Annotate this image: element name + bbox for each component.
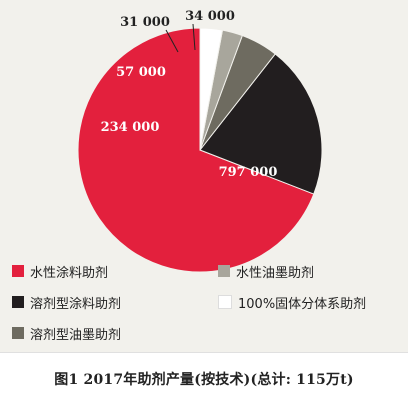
legend-item: 100%固体分体系助剂 [218,293,367,312]
data-label: 57 000 [116,65,166,80]
pie-slice [199,27,224,151]
legend-item: 水性涂料助剂 [12,262,109,281]
legend-label: 水性涂料助剂 [30,265,109,281]
legend-label: 溶剂型涂料助剂 [30,296,122,312]
legend-label: 水性油墨助剂 [236,265,315,281]
legend-swatch [12,265,24,277]
legend-swatch [12,296,24,308]
data-label: 797 000 [219,165,278,180]
legend-item: 溶剂型油墨助剂 [12,324,122,343]
legend-swatch [218,265,230,277]
figure-caption: 图1 2017年助剂产量(按技术)(总计: 115万t) [0,352,408,404]
pie-chart: 797 000 234 000 57 000 31 000 34 000 [77,9,323,273]
legend-swatch [218,295,232,309]
legend-label: 100%固体分体系助剂 [238,296,367,312]
data-label: 234 000 [101,120,160,135]
leader-line [165,29,179,53]
legend-item: 水性油墨助剂 [218,262,315,281]
data-label: 31 000 [120,15,170,30]
leader-line [192,23,196,51]
pie-slice [77,27,315,273]
data-label: 34 000 [185,9,235,24]
chart-title: 图1 2017年助剂产量(按技术)(总计: 115万t) [54,371,354,388]
pie-slice [199,53,323,195]
legend-swatch [12,327,24,339]
legend-label: 溶剂型油墨助剂 [30,327,122,343]
chart-panel: 797 000 234 000 57 000 31 000 34 000 水性涂料助剂 水… [12,9,367,343]
legend-item: 溶剂型涂料助剂 [12,293,122,312]
